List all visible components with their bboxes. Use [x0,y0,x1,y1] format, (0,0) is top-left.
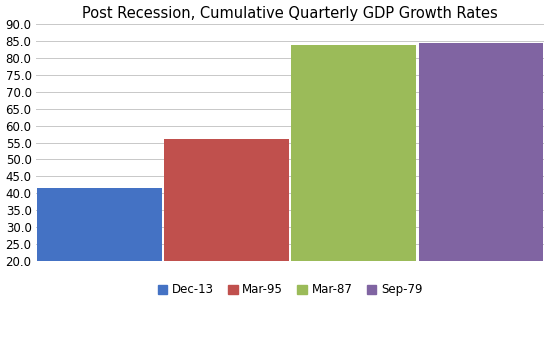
Bar [37,188,162,261]
Title: Post Recession, Cumulative Quarterly GDP Growth Rates: Post Recession, Cumulative Quarterly GDP… [82,5,498,21]
Bar [164,139,289,261]
Bar [292,45,416,261]
Bar [419,43,543,261]
Legend: Dec-13, Mar-95, Mar-87, Sep-79: Dec-13, Mar-95, Mar-87, Sep-79 [153,278,427,301]
